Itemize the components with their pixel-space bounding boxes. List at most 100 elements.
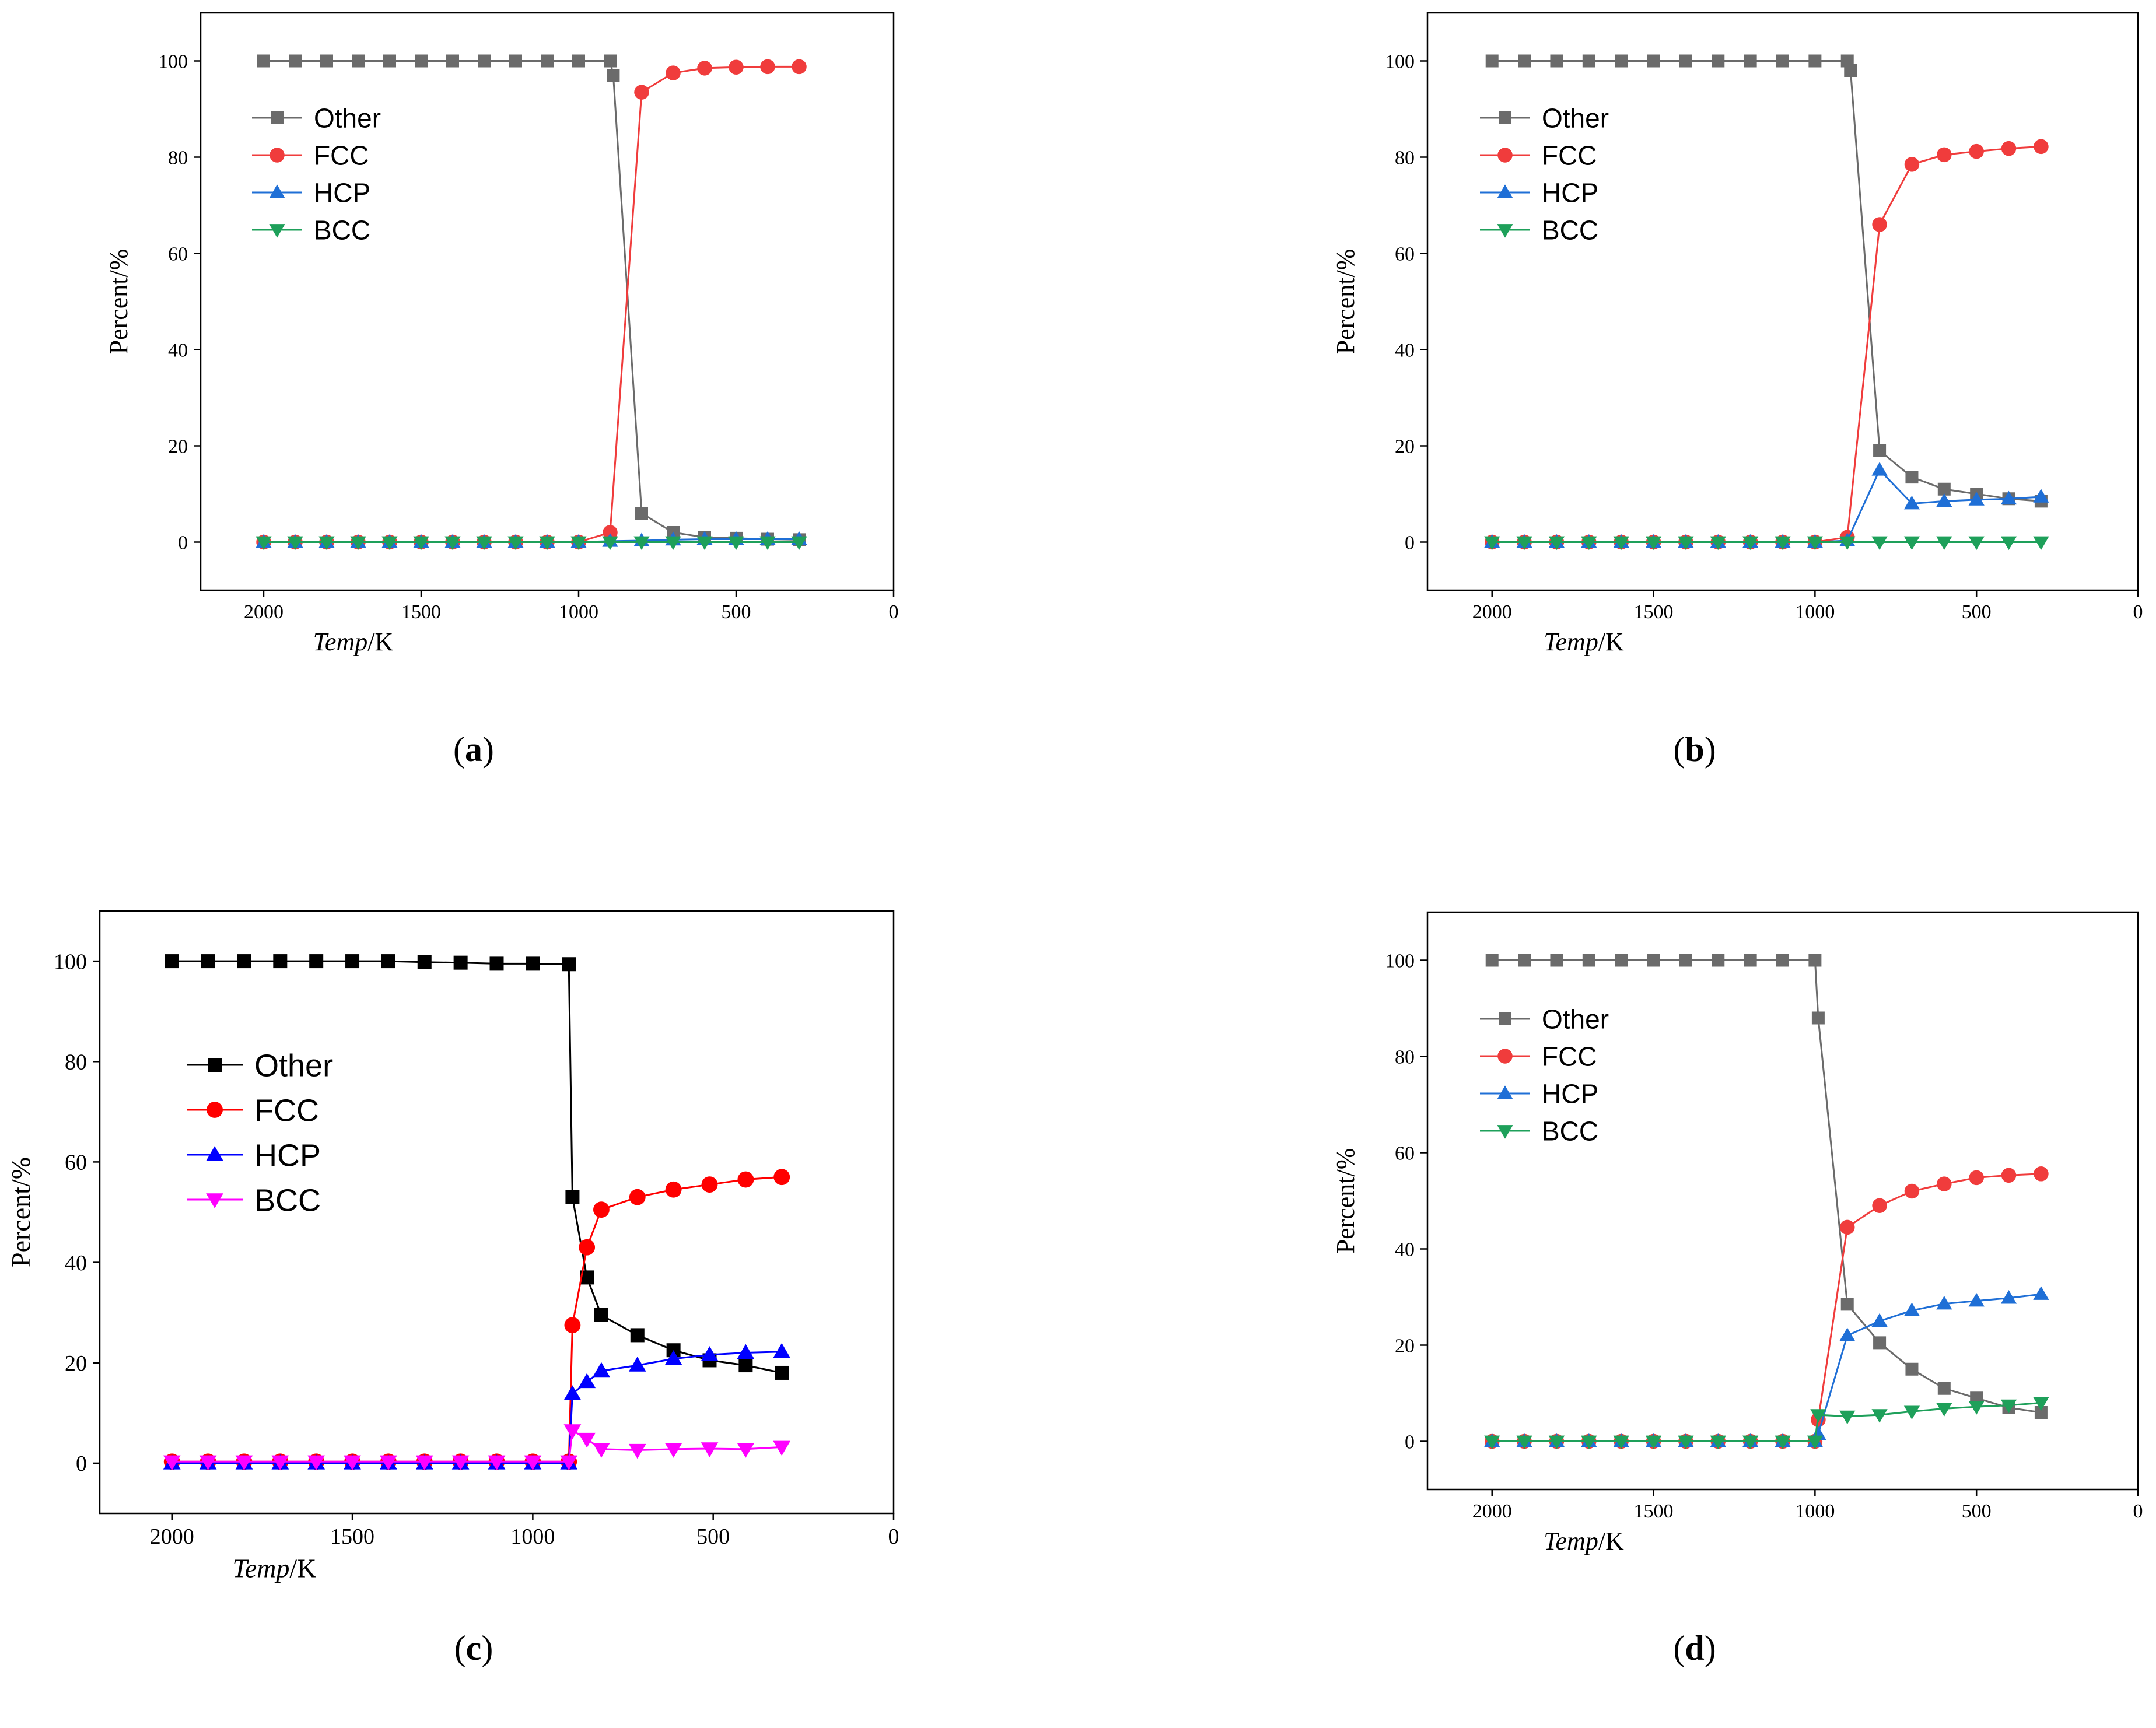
data-point-other xyxy=(738,1358,753,1373)
panel-label-paren: ) xyxy=(1704,1629,1716,1667)
data-point-fcc xyxy=(2034,1166,2049,1182)
data-point-fcc xyxy=(593,1201,610,1218)
x-tick-label: 0 xyxy=(2133,1501,2143,1522)
data-point-fcc xyxy=(1937,1176,1952,1191)
data-point-fcc xyxy=(1839,1219,1855,1235)
series-other xyxy=(1485,54,2048,508)
panel-label-letter: d xyxy=(1685,1629,1704,1667)
legend-marker-hcp xyxy=(1497,1085,1513,1099)
data-point-other xyxy=(1679,54,1692,68)
panel-label: (d) xyxy=(1673,1629,1716,1667)
x-axis-label-unit: /K xyxy=(289,1554,316,1583)
data-point-other xyxy=(1582,54,1595,68)
data-point-other xyxy=(1550,954,1563,967)
data-point-bcc xyxy=(664,1443,682,1458)
data-point-bcc xyxy=(564,1424,582,1439)
panel-label: (a) xyxy=(453,730,494,769)
data-point-fcc xyxy=(697,61,712,76)
data-point-fcc xyxy=(792,59,807,75)
panel-label-letter: b xyxy=(1685,730,1704,769)
data-point-hcp xyxy=(773,1343,791,1358)
panel-label-paren: ( xyxy=(1673,730,1685,769)
data-point-other xyxy=(1550,54,1563,68)
y-tick-label: 80 xyxy=(1395,147,1415,169)
data-point-other xyxy=(1582,954,1595,967)
data-point-other xyxy=(1873,1336,1887,1350)
legend-label-bcc: BCC xyxy=(314,215,370,246)
data-point-bcc xyxy=(696,536,713,551)
data-point-bcc xyxy=(728,536,744,551)
data-point-bcc xyxy=(1903,536,1920,551)
data-point-bcc xyxy=(350,536,366,551)
data-point-hcp xyxy=(1871,462,1888,476)
data-point-other xyxy=(635,507,648,520)
data-point-other xyxy=(489,956,504,971)
data-point-fcc xyxy=(1904,1183,1920,1199)
data-point-bcc xyxy=(1645,1435,1662,1450)
data-point-bcc xyxy=(1678,1435,1694,1450)
data-point-fcc xyxy=(1872,1198,1887,1214)
y-tick-label: 60 xyxy=(168,243,188,265)
panel-label-paren: ( xyxy=(453,730,465,769)
legend-marker-other xyxy=(1499,111,1511,124)
data-point-fcc xyxy=(774,1169,790,1186)
data-point-bcc xyxy=(1807,1435,1824,1450)
data-point-hcp xyxy=(593,1362,610,1378)
legend-marker-fcc xyxy=(1497,148,1513,163)
legend-marker-hcp xyxy=(1497,184,1513,198)
data-point-other xyxy=(1712,954,1725,967)
data-point-bcc xyxy=(1810,1409,1826,1423)
data-point-bcc xyxy=(773,1440,791,1456)
data-point-bcc xyxy=(1774,1435,1791,1450)
x-tick-label: 1500 xyxy=(401,601,441,623)
data-point-bcc xyxy=(665,536,681,551)
data-point-bcc xyxy=(539,536,555,551)
data-point-bcc xyxy=(452,1455,470,1471)
data-point-hcp xyxy=(1936,1295,1952,1310)
data-point-bcc xyxy=(1903,1405,1920,1419)
data-point-other xyxy=(541,54,554,68)
data-point-fcc xyxy=(564,1317,581,1334)
data-point-other xyxy=(1647,54,1660,68)
x-tick-label: 1000 xyxy=(559,601,598,623)
data-point-other xyxy=(453,955,468,970)
y-tick-label: 60 xyxy=(65,1151,87,1175)
x-tick-label: 500 xyxy=(722,601,751,623)
y-tick-label: 20 xyxy=(1395,436,1415,457)
legend-label-hcp: HCP xyxy=(1542,1079,1598,1109)
data-point-bcc xyxy=(413,536,429,551)
y-tick-label: 100 xyxy=(158,51,188,72)
data-point-bcc xyxy=(307,1455,326,1471)
series-other xyxy=(164,954,789,1380)
data-point-bcc xyxy=(508,536,524,551)
y-axis-label: Percent/% xyxy=(1331,249,1360,355)
legend: Other FCC HCP BCC xyxy=(1480,103,1609,246)
data-point-fcc xyxy=(665,1181,682,1198)
legend-marker-bcc xyxy=(1497,224,1513,238)
data-point-other xyxy=(320,54,333,68)
data-point-bcc xyxy=(1968,1401,1985,1415)
data-point-bcc xyxy=(578,1432,596,1448)
data-point-fcc xyxy=(603,525,618,540)
legend-label-other: Other xyxy=(1542,103,1609,134)
data-point-other xyxy=(1518,54,1531,68)
data-point-bcc xyxy=(256,536,272,551)
data-point-other xyxy=(1811,1011,1825,1025)
legend-label-other: Other xyxy=(314,103,381,134)
plot-frame xyxy=(1426,12,2139,591)
chart-panel: 2000 1500 1000 500 0 0 20 40 60 80 100 Temp/K Percen… xyxy=(104,12,899,769)
data-point-other xyxy=(1937,482,1951,496)
data-point-bcc xyxy=(344,1455,361,1471)
y-tick-label: 100 xyxy=(1385,950,1415,972)
y-tick-label: 80 xyxy=(1395,1046,1415,1068)
legend-marker-other xyxy=(271,111,284,124)
data-point-bcc xyxy=(1936,536,1952,551)
chart-panel: 2000 1500 1000 500 0 0 20 40 60 80 100 Temp/K Percen… xyxy=(1331,911,2143,1667)
x-tick-label: 500 xyxy=(1962,601,1992,623)
data-point-other xyxy=(572,54,585,68)
data-point-hcp xyxy=(1839,1327,1856,1341)
data-point-fcc xyxy=(760,59,775,75)
plot-frame xyxy=(200,12,895,591)
data-point-bcc xyxy=(1774,536,1791,551)
legend-marker-hcp xyxy=(206,1146,223,1161)
